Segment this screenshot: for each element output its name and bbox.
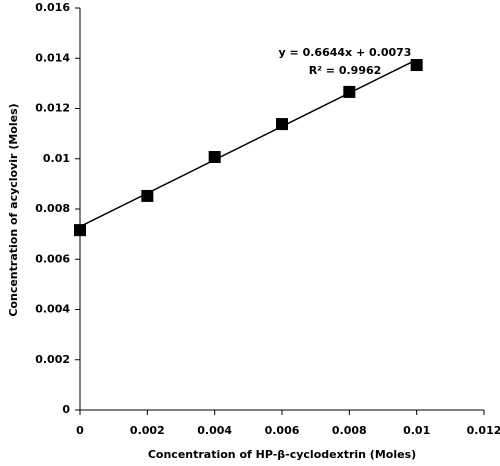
x-tick-label: 0.004 — [197, 424, 232, 437]
y-tick-label: 0.016 — [35, 1, 70, 14]
y-tick-label: 0.01 — [43, 152, 70, 165]
y-tick-label: 0.012 — [35, 102, 70, 115]
x-tick-label: 0.01 — [403, 424, 430, 437]
data-point — [141, 189, 154, 202]
data-point — [208, 150, 221, 163]
data-point — [74, 224, 86, 237]
y-tick-label: 0.006 — [35, 252, 70, 265]
x-tick-label: 0.012 — [467, 424, 500, 437]
trendline — [79, 58, 417, 228]
r-squared: R² = 0.9962 — [309, 64, 382, 77]
data-point — [276, 118, 288, 131]
x-axis-title: Concentration of HP-β-cyclodextrin (Mole… — [148, 448, 416, 461]
y-tick-label: 0.014 — [35, 51, 70, 64]
x-tick-label: 0.002 — [130, 424, 165, 437]
data-point — [343, 85, 356, 98]
trend-equation: y = 0.6644x + 0.0073 — [279, 46, 412, 59]
y-tick-label: 0.002 — [35, 353, 70, 366]
y-tick-label: 0 — [62, 403, 70, 416]
y-axis-title: Concentration of acyclovir (Moles) — [7, 103, 20, 316]
y-tick-label: 0.008 — [35, 202, 70, 215]
x-tick-label: 0.008 — [332, 424, 367, 437]
x-tick-label: 0.006 — [265, 424, 300, 437]
x-tick-label: 0 — [76, 424, 84, 437]
y-tick-label: 0.004 — [35, 303, 70, 316]
data-point — [410, 59, 423, 72]
